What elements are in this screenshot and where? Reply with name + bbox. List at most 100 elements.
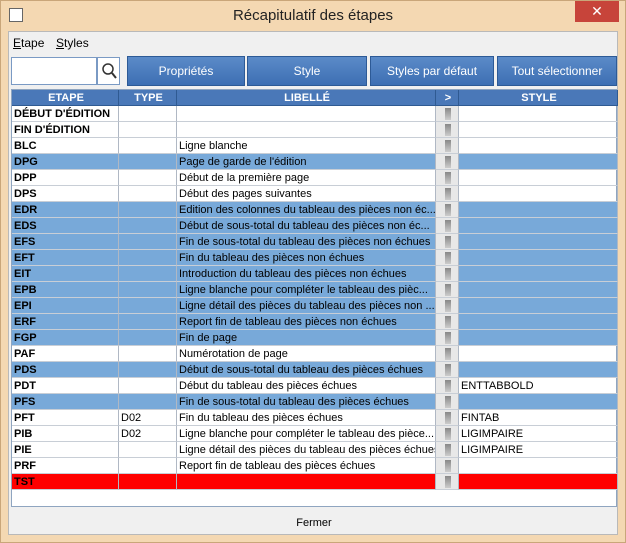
row-arrow[interactable] <box>436 426 459 442</box>
table-cell[interactable] <box>119 442 177 458</box>
toolbar-button[interactable]: Styles par défaut <box>370 56 494 86</box>
toolbar-button[interactable]: Tout sélectionner <box>497 56 617 86</box>
table-cell[interactable] <box>119 474 177 490</box>
table-cell[interactable]: Début du tableau des pièces échues <box>177 378 436 394</box>
column-header[interactable]: LIBELLÉ <box>177 90 436 106</box>
table-cell[interactable]: Fin de sous-total du tableau des pièces … <box>177 394 436 410</box>
table-cell[interactable]: EDR <box>12 202 119 218</box>
column-header[interactable]: STYLE <box>459 90 618 106</box>
table-cell[interactable]: Début de sous-total du tableau des pièce… <box>177 362 436 378</box>
table-cell[interactable] <box>459 106 618 122</box>
table-cell[interactable] <box>119 202 177 218</box>
table-cell[interactable] <box>459 458 618 474</box>
table-cell[interactable]: Fin du tableau des pièces non échues <box>177 250 436 266</box>
table-cell[interactable] <box>119 314 177 330</box>
table-cell[interactable]: PIE <box>12 442 119 458</box>
table-cell[interactable]: Fin de page <box>177 330 436 346</box>
table-cell[interactable] <box>177 122 436 138</box>
row-arrow[interactable] <box>436 442 459 458</box>
row-arrow[interactable] <box>436 234 459 250</box>
table-cell[interactable] <box>459 362 618 378</box>
table-cell[interactable] <box>119 394 177 410</box>
table-cell[interactable]: Début de sous-total du tableau des pièce… <box>177 218 436 234</box>
table-cell[interactable] <box>459 234 618 250</box>
row-arrow[interactable] <box>436 394 459 410</box>
table-cell[interactable]: Fin du tableau des pièces échues <box>177 410 436 426</box>
table-cell[interactable]: EIT <box>12 266 119 282</box>
table-cell[interactable] <box>119 106 177 122</box>
table-cell[interactable]: PDS <box>12 362 119 378</box>
table-cell[interactable]: Edition des colonnes du tableau des pièc… <box>177 202 436 218</box>
table-cell[interactable]: Ligne blanche pour compléter le tableau … <box>177 282 436 298</box>
table-cell[interactable] <box>119 378 177 394</box>
table-cell[interactable]: PRF <box>12 458 119 474</box>
table-cell[interactable]: Report fin de tableau des pièces non éch… <box>177 314 436 330</box>
table-cell[interactable] <box>119 346 177 362</box>
table-cell[interactable] <box>459 154 618 170</box>
table-cell[interactable]: DPP <box>12 170 119 186</box>
table-cell[interactable] <box>119 186 177 202</box>
table-cell[interactable]: Ligne blanche pour compléter le tableau … <box>177 426 436 442</box>
table-cell[interactable]: Début de la première page <box>177 170 436 186</box>
table-cell[interactable] <box>459 394 618 410</box>
table-cell[interactable] <box>119 330 177 346</box>
column-header[interactable]: > <box>436 90 459 106</box>
table-cell[interactable] <box>119 234 177 250</box>
close-link[interactable]: Fermer <box>296 517 332 529</box>
row-arrow[interactable] <box>436 122 459 138</box>
table-cell[interactable] <box>119 170 177 186</box>
table-cell[interactable]: BLC <box>12 138 119 154</box>
table-cell[interactable]: DPG <box>12 154 119 170</box>
table-cell[interactable]: EPI <box>12 298 119 314</box>
row-arrow[interactable] <box>436 266 459 282</box>
table-cell[interactable]: EFT <box>12 250 119 266</box>
table-cell[interactable]: Introduction du tableau des pièces non é… <box>177 266 436 282</box>
table-cell[interactable]: EPB <box>12 282 119 298</box>
table-cell[interactable] <box>459 474 618 490</box>
table-cell[interactable]: PFT <box>12 410 119 426</box>
table-cell[interactable] <box>459 314 618 330</box>
row-arrow[interactable] <box>436 362 459 378</box>
table-cell[interactable] <box>119 298 177 314</box>
table-cell[interactable] <box>177 474 436 490</box>
table-cell[interactable] <box>119 154 177 170</box>
table-cell[interactable] <box>119 362 177 378</box>
table-cell[interactable] <box>459 202 618 218</box>
row-arrow[interactable] <box>436 378 459 394</box>
table-cell[interactable]: Début des pages suivantes <box>177 186 436 202</box>
row-arrow[interactable] <box>436 186 459 202</box>
row-arrow[interactable] <box>436 410 459 426</box>
table-cell[interactable] <box>119 138 177 154</box>
row-arrow[interactable] <box>436 154 459 170</box>
table-cell[interactable]: DÉBUT D'ÉDITION <box>12 106 119 122</box>
row-arrow[interactable] <box>436 474 459 490</box>
table-cell[interactable]: Ligne détail des pièces du tableau des p… <box>177 442 436 458</box>
table-cell[interactable]: ENTTABBOLD <box>459 378 618 394</box>
row-arrow[interactable] <box>436 250 459 266</box>
table-cell[interactable] <box>459 346 618 362</box>
table-cell[interactable]: FINTAB <box>459 410 618 426</box>
row-arrow[interactable] <box>436 202 459 218</box>
table-cell[interactable]: EDS <box>12 218 119 234</box>
table-cell[interactable]: Ligne détail des pièces du tableau des p… <box>177 298 436 314</box>
table-cell[interactable]: PAF <box>12 346 119 362</box>
row-arrow[interactable] <box>436 138 459 154</box>
table-cell[interactable]: DPS <box>12 186 119 202</box>
table-cell[interactable]: Page de garde de l'édition <box>177 154 436 170</box>
table-cell[interactable]: Fin de sous-total du tableau des pièces … <box>177 234 436 250</box>
table-cell[interactable] <box>119 458 177 474</box>
table-cell[interactable] <box>459 330 618 346</box>
table-cell[interactable]: PDT <box>12 378 119 394</box>
close-button[interactable]: ✕ <box>575 1 619 22</box>
table-cell[interactable] <box>119 122 177 138</box>
table-cell[interactable] <box>119 250 177 266</box>
menu-item[interactable]: Styles <box>56 36 89 50</box>
table-cell[interactable] <box>459 138 618 154</box>
table-cell[interactable]: D02 <box>119 426 177 442</box>
row-arrow[interactable] <box>436 314 459 330</box>
search-button[interactable] <box>97 57 120 85</box>
row-arrow[interactable] <box>436 218 459 234</box>
row-arrow[interactable] <box>436 282 459 298</box>
table-cell[interactable] <box>177 106 436 122</box>
row-arrow[interactable] <box>436 330 459 346</box>
